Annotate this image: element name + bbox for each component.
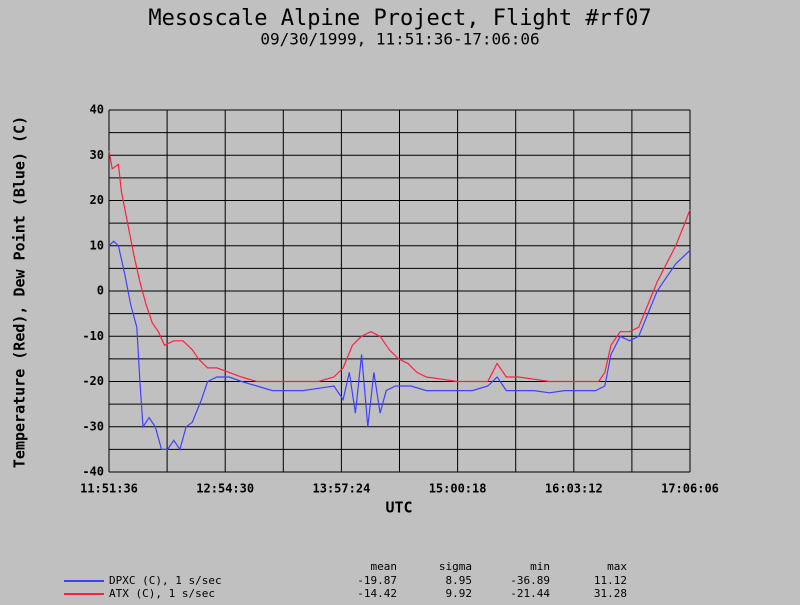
x-tick-label: 12:54:30 [196, 482, 254, 496]
stats-cell: 31.28 [594, 587, 627, 600]
legend-label: ATX (C), 1 s/sec [109, 587, 215, 600]
y-tick-label: 40 [90, 103, 104, 117]
stats-header: min [530, 560, 550, 573]
legend-label: DPXC (C), 1 s/sec [109, 574, 222, 587]
stats-cell: 8.95 [446, 574, 473, 587]
y-tick-label: 20 [90, 193, 104, 207]
x-tick-label: 17:06:06 [661, 482, 719, 496]
y-tick-label: 30 [90, 148, 104, 162]
y-tick-label: -20 [82, 374, 104, 388]
x-tick-label: 15:00:18 [429, 482, 487, 496]
stats-cell: -19.87 [357, 574, 397, 587]
x-tick-label: 13:57:24 [313, 482, 371, 496]
stats-header: max [607, 560, 627, 573]
x-tick-label: 11:51:36 [80, 482, 138, 496]
stats-cell: 11.12 [594, 574, 627, 587]
stats-cell: -36.89 [510, 574, 550, 587]
stats-header: sigma [439, 560, 472, 573]
y-tick-label: -10 [82, 329, 104, 343]
y-tick-label: 10 [90, 238, 104, 252]
data-line [108, 150, 691, 383]
y-tick-label: -30 [82, 419, 104, 433]
y-tick-label: 0 [97, 284, 104, 298]
stats-cell: 9.92 [446, 587, 473, 600]
chart-title: Mesoscale Alpine Project, Flight #rf07 [148, 6, 651, 31]
x-tick-label: 16:03:12 [545, 482, 603, 496]
x-axis-label: UTC [385, 499, 412, 517]
y-tick-label: -40 [82, 465, 104, 479]
stats-cell: -21.44 [510, 587, 550, 600]
stats-header: mean [371, 560, 398, 573]
stats-cell: -14.42 [357, 587, 397, 600]
y-axis-label: Temperature (Red), Dew Point (Blue) (C) [11, 116, 29, 468]
chart-subtitle: 09/30/1999, 11:51:36-17:06:06 [260, 30, 539, 49]
data-line [108, 240, 691, 451]
